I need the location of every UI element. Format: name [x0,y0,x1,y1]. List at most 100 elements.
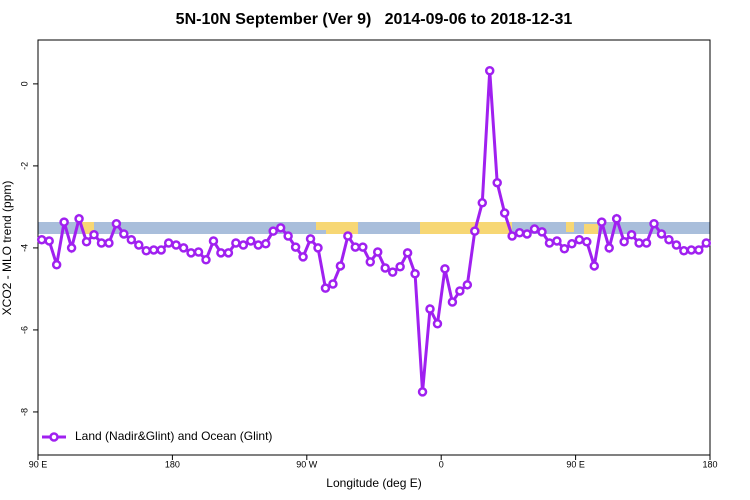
point [148,245,159,255]
point [328,279,338,289]
point [275,223,286,233]
legend-marker [49,432,59,442]
point [44,236,54,246]
point [582,237,592,247]
x-tick-label: 0 [439,459,444,469]
point [298,252,308,262]
point [507,231,517,241]
point [305,234,316,244]
point [134,240,144,250]
point [111,218,122,229]
point [313,243,323,253]
point [477,198,488,208]
point [679,246,689,256]
point [641,238,652,248]
point [567,239,577,249]
point [223,248,234,258]
x-tick-label: 180 [702,459,717,469]
point [686,245,697,255]
point [380,263,390,273]
x-tick-label: 90 W [296,459,318,469]
point [537,227,547,237]
point [268,226,278,236]
x-axis-label: Longitude (deg E) [326,476,421,490]
point [514,227,525,238]
y-axis-label: XCO2 - MLO trend (ppm) [0,181,14,316]
land-patch [326,222,358,234]
point [365,257,376,267]
point [372,247,383,257]
point [410,268,420,279]
land-patch [584,224,598,234]
point [141,246,152,256]
y-tick-label: -8 [19,408,29,416]
x-tick-label: 90 E [29,459,48,469]
point [126,234,137,245]
point [552,236,562,246]
point [484,66,495,76]
point [320,283,331,293]
point [358,242,368,252]
point [290,242,301,252]
legend-label: Land (Nadir&Glint) and Ocean (Glint) [75,429,272,443]
point [544,238,555,248]
point [119,229,129,239]
point [626,230,637,240]
point [462,280,473,290]
point [522,229,532,239]
point [589,261,600,271]
point [201,255,211,265]
point [604,243,614,253]
y-tick-label: -4 [19,244,29,252]
land-patch [316,222,326,230]
point [440,264,450,274]
point [238,240,249,250]
point [74,214,84,224]
point [432,319,443,329]
point [66,243,77,253]
point [455,286,465,296]
point [104,238,114,248]
point [36,234,47,245]
point [402,248,413,258]
y-tick-label: 0 [19,81,29,86]
point [470,226,480,236]
land-patch [82,222,94,234]
point [343,231,353,241]
point [492,177,502,188]
point [671,240,682,250]
point [649,218,659,229]
point [664,234,674,245]
point [283,231,293,241]
point [634,238,644,248]
y-tick-label: -6 [19,326,29,334]
point [596,217,607,227]
point [246,236,256,246]
point [216,248,226,258]
ocean-strip [38,222,710,234]
point [171,240,181,250]
point [395,262,405,272]
point [387,267,398,277]
land-patch [420,222,512,234]
chart-title: 5N-10N September (Ver 9) 2014-09-06 to 2… [176,11,573,28]
point [178,243,189,253]
point [335,261,346,271]
point [260,239,271,249]
point [447,297,458,307]
point [231,238,241,248]
point [425,304,435,314]
point [559,243,570,254]
point [89,230,99,240]
point [186,248,196,258]
point [163,238,174,248]
point [694,245,704,255]
point [59,217,69,227]
point [96,238,107,248]
point [193,247,204,257]
point [417,387,428,397]
point [499,208,510,218]
point [350,242,361,252]
land-patch [566,222,574,232]
map-strip [38,222,710,234]
